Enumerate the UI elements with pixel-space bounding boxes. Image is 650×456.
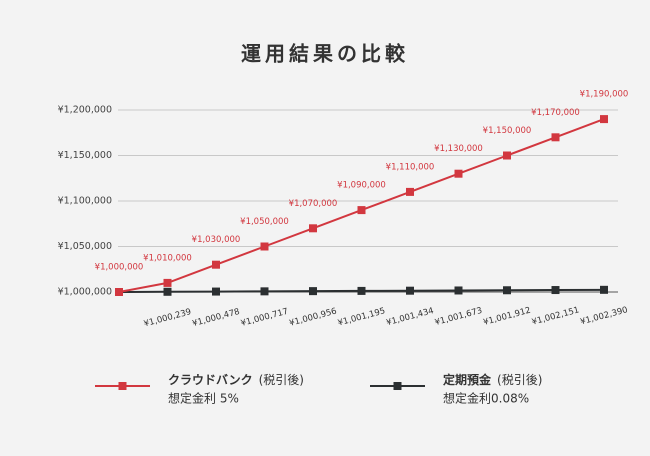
legend-name: 定期預金 [443, 372, 492, 387]
legend-marker [118, 382, 127, 390]
legend-note: (税引後) [497, 373, 542, 387]
legend-note: (税引後) [259, 373, 304, 387]
value-label: ¥1,090,000 [337, 181, 386, 191]
point [503, 286, 511, 295]
value-label: ¥1,000,000 [95, 263, 144, 273]
point [600, 115, 608, 124]
point [503, 151, 511, 160]
y-tick-label: ¥1,050,000 [58, 241, 112, 252]
point [357, 286, 366, 295]
point [454, 286, 463, 295]
point [115, 288, 123, 296]
chart-title: 運用結果の比較 [241, 42, 409, 66]
legend-label: クラウドバンク (税引後) [168, 373, 304, 387]
value-label: ¥1,050,000 [240, 217, 289, 227]
point [309, 224, 317, 233]
point [260, 242, 269, 251]
point [260, 287, 269, 296]
point [406, 286, 414, 295]
y-tick-label: ¥1,200,000 [58, 105, 112, 116]
legend-marker [393, 382, 402, 390]
value-label: ¥1,010,000 [143, 253, 192, 263]
point [212, 260, 220, 269]
legend-rate: 想定金利0.08% [443, 391, 529, 406]
legend-label: 定期預金 (税引後) [443, 372, 542, 387]
point [357, 206, 366, 215]
point [551, 133, 560, 142]
value-label: ¥1,150,000 [483, 126, 532, 136]
point [454, 169, 463, 178]
y-tick-label: ¥1,150,000 [58, 150, 112, 161]
legend-rate: 想定金利 5% [168, 391, 239, 406]
value-label: ¥1,130,000 [434, 144, 483, 154]
y-tick-label: ¥1,000,000 [58, 287, 112, 298]
legend-name: クラウドバンク [168, 373, 253, 387]
point [163, 287, 172, 296]
value-label: ¥1,110,000 [386, 162, 435, 172]
value-label: ¥1,170,000 [531, 108, 580, 118]
point [600, 285, 608, 294]
value-label: ¥1,190,000 [580, 90, 629, 100]
value-label: ¥1,030,000 [192, 235, 241, 245]
point [212, 287, 220, 296]
point [309, 287, 317, 296]
y-tick-label: ¥1,100,000 [58, 196, 112, 207]
point [406, 187, 414, 196]
value-label: ¥1,070,000 [289, 199, 338, 209]
point [551, 286, 560, 295]
point [163, 278, 172, 287]
